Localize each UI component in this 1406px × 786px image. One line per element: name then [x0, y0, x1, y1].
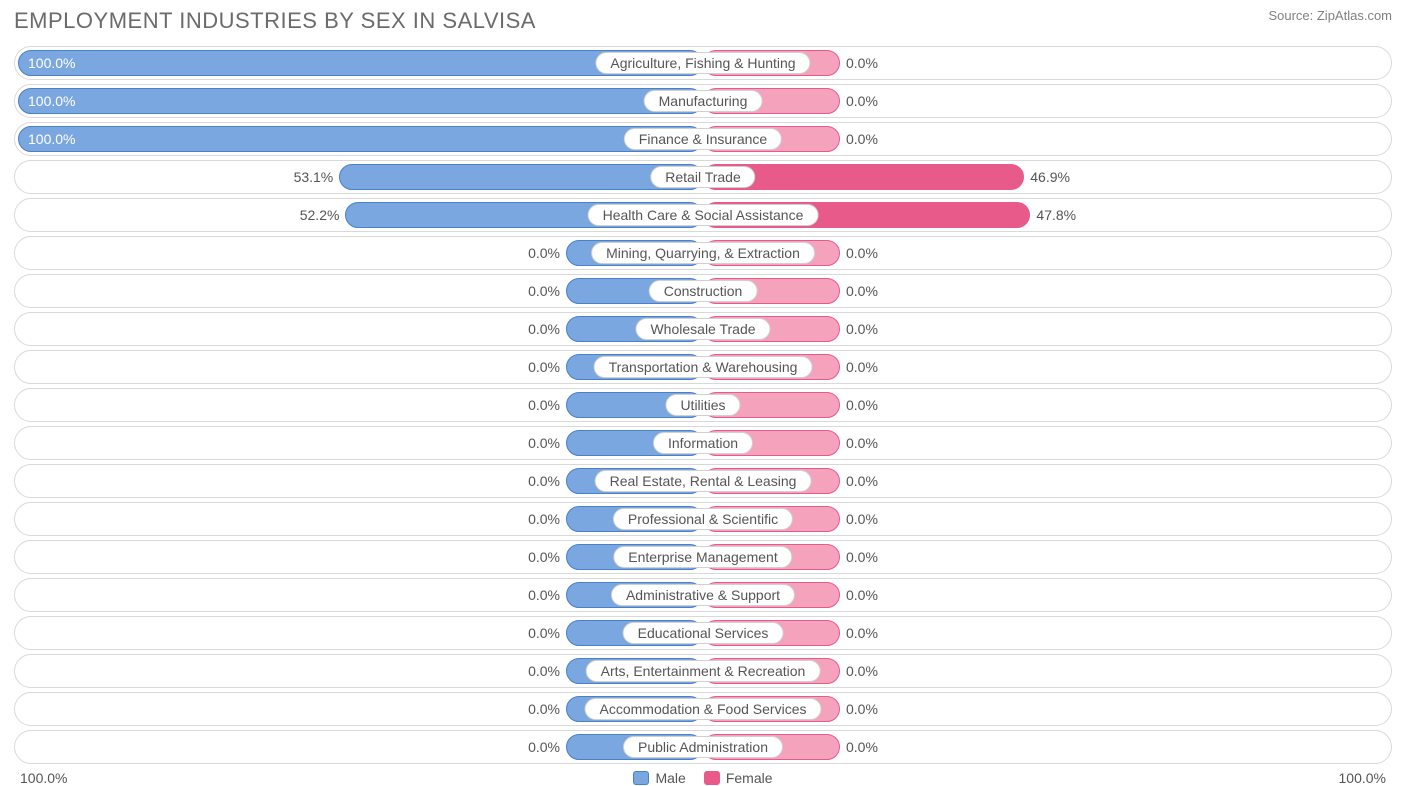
category-label: Accommodation & Food Services [585, 698, 822, 720]
female-percent-label: 0.0% [846, 359, 878, 375]
female-percent-label: 0.0% [846, 93, 878, 109]
male-percent-label: 0.0% [528, 701, 560, 717]
category-label: Mining, Quarrying, & Extraction [591, 242, 815, 264]
male-percent-label: 100.0% [28, 55, 75, 71]
category-label: Transportation & Warehousing [594, 356, 813, 378]
female-percent-label: 0.0% [846, 663, 878, 679]
male-percent-label: 0.0% [528, 739, 560, 755]
male-bar [18, 126, 703, 152]
category-label: Manufacturing [644, 90, 763, 112]
male-percent-label: 53.1% [294, 169, 334, 185]
male-percent-label: 100.0% [28, 93, 75, 109]
female-percent-label: 0.0% [846, 131, 878, 147]
female-percent-label: 0.0% [846, 625, 878, 641]
male-percent-label: 0.0% [528, 473, 560, 489]
chart-row: 0.0% 0.0% Wholesale Trade [14, 312, 1392, 346]
chart-row: 100.0% 0.0% Finance & Insurance [14, 122, 1392, 156]
male-percent-label: 0.0% [528, 587, 560, 603]
diverging-bar-chart: 100.0% 0.0% Agriculture, Fishing & Hunting… [14, 46, 1392, 764]
male-percent-label: 52.2% [300, 207, 340, 223]
category-label: Construction [649, 280, 758, 302]
female-percent-label: 0.0% [846, 473, 878, 489]
category-label: Administrative & Support [611, 584, 795, 606]
chart-row: 0.0% 0.0% Information [14, 426, 1392, 460]
female-percent-label: 0.0% [846, 245, 878, 261]
male-percent-label: 0.0% [528, 283, 560, 299]
chart-legend: 100.0% Male Female 100.0% [14, 770, 1392, 786]
chart-row: 53.1% 46.9% Retail Trade [14, 160, 1392, 194]
chart-row: 100.0% 0.0% Agriculture, Fishing & Hunting [14, 46, 1392, 80]
category-label: Retail Trade [650, 166, 755, 188]
female-percent-label: 0.0% [846, 549, 878, 565]
male-bar [18, 88, 703, 114]
female-percent-label: 0.0% [846, 321, 878, 337]
male-bar [339, 164, 703, 190]
legend-item-female: Female [704, 770, 773, 786]
category-label: Finance & Insurance [624, 128, 782, 150]
chart-row: 0.0% 0.0% Public Administration [14, 730, 1392, 764]
chart-row: 0.0% 0.0% Educational Services [14, 616, 1392, 650]
category-label: Educational Services [623, 622, 784, 644]
chart-row: 0.0% 0.0% Professional & Scientific [14, 502, 1392, 536]
chart-row: 0.0% 0.0% Enterprise Management [14, 540, 1392, 574]
category-label: Arts, Entertainment & Recreation [586, 660, 821, 682]
chart-source: Source: ZipAtlas.com [1268, 8, 1392, 23]
female-percent-label: 0.0% [846, 701, 878, 717]
female-percent-label: 0.0% [846, 397, 878, 413]
male-percent-label: 0.0% [528, 359, 560, 375]
category-label: Enterprise Management [613, 546, 792, 568]
category-label: Information [653, 432, 753, 454]
chart-row: 0.0% 0.0% Construction [14, 274, 1392, 308]
axis-label-right: 100.0% [1339, 770, 1386, 786]
category-label: Utilities [665, 394, 740, 416]
male-percent-label: 0.0% [528, 245, 560, 261]
male-percent-label: 0.0% [528, 321, 560, 337]
male-swatch [633, 771, 649, 785]
female-percent-label: 47.8% [1036, 207, 1076, 223]
male-percent-label: 0.0% [528, 511, 560, 527]
chart-row: 0.0% 0.0% Accommodation & Food Services [14, 692, 1392, 726]
male-percent-label: 100.0% [28, 131, 75, 147]
female-percent-label: 0.0% [846, 283, 878, 299]
male-percent-label: 0.0% [528, 663, 560, 679]
chart-row: 52.2% 47.8% Health Care & Social Assistanc… [14, 198, 1392, 232]
chart-row: 0.0% 0.0% Transportation & Warehousing [14, 350, 1392, 384]
female-swatch [704, 771, 720, 785]
female-percent-label: 0.0% [846, 55, 878, 71]
legend-item-male: Male [633, 770, 685, 786]
female-percent-label: 0.0% [846, 587, 878, 603]
chart-row: 0.0% 0.0% Real Estate, Rental & Leasing [14, 464, 1392, 498]
male-percent-label: 0.0% [528, 397, 560, 413]
legend-male-label: Male [655, 770, 685, 786]
legend-female-label: Female [726, 770, 773, 786]
category-label: Professional & Scientific [613, 508, 793, 530]
male-percent-label: 0.0% [528, 549, 560, 565]
female-percent-label: 0.0% [846, 435, 878, 451]
category-label: Wholesale Trade [635, 318, 770, 340]
category-label: Public Administration [623, 736, 783, 758]
chart-row: 0.0% 0.0% Mining, Quarrying, & Extraction [14, 236, 1392, 270]
female-percent-label: 0.0% [846, 739, 878, 755]
chart-row: 100.0% 0.0% Manufacturing [14, 84, 1392, 118]
category-label: Real Estate, Rental & Leasing [595, 470, 812, 492]
category-label: Health Care & Social Assistance [588, 204, 819, 226]
axis-label-left: 100.0% [20, 770, 67, 786]
legend-center: Male Female [633, 770, 772, 786]
female-percent-label: 0.0% [846, 511, 878, 527]
male-percent-label: 0.0% [528, 435, 560, 451]
female-percent-label: 46.9% [1030, 169, 1070, 185]
chart-row: 0.0% 0.0% Arts, Entertainment & Recreation [14, 654, 1392, 688]
category-label: Agriculture, Fishing & Hunting [595, 52, 810, 74]
male-percent-label: 0.0% [528, 625, 560, 641]
chart-row: 0.0% 0.0% Administrative & Support [14, 578, 1392, 612]
chart-row: 0.0% 0.0% Utilities [14, 388, 1392, 422]
chart-title: EMPLOYMENT INDUSTRIES BY SEX IN SALVISA [14, 8, 536, 34]
chart-header: EMPLOYMENT INDUSTRIES BY SEX IN SALVISA … [14, 8, 1392, 34]
